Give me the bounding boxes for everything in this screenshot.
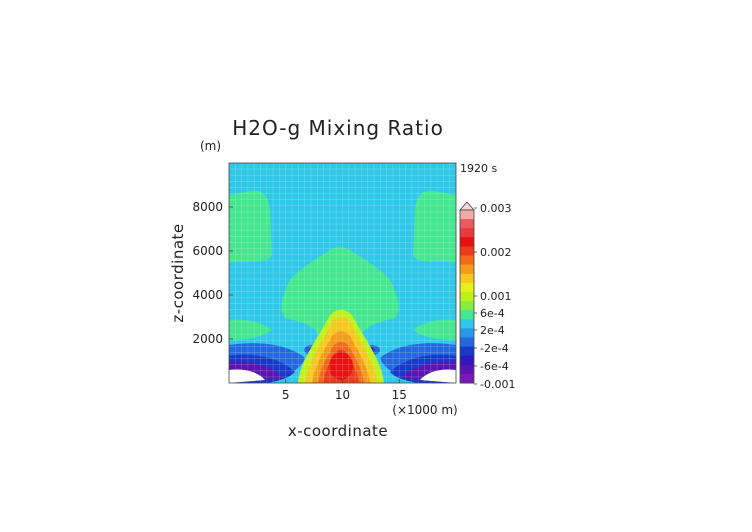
- colorbar-swatch: [460, 373, 474, 384]
- grid: [229, 163, 456, 383]
- colorbar-label: 6e-4: [480, 307, 505, 320]
- y-unit-label: (m): [200, 139, 221, 153]
- colorbar-label: 0.001: [480, 290, 512, 303]
- colorbar-swatch: [460, 310, 474, 320]
- colorbar-label: -0.001: [480, 378, 515, 391]
- colorbar-swatch: [460, 255, 474, 266]
- green-lobe-left: [229, 190, 272, 262]
- colorbar-swatch: [460, 246, 474, 257]
- y-tick-label: 6000: [192, 244, 223, 258]
- colorbar-label: -2e-4: [480, 342, 509, 355]
- colorbar-swatch: [460, 328, 474, 338]
- colorbar-swatch: [460, 355, 474, 366]
- white-core-left: [229, 369, 265, 383]
- time-label: 1920 s: [460, 162, 497, 175]
- colorbar-swatch: [460, 346, 474, 357]
- colorbar-label: 2e-4: [480, 324, 505, 337]
- core-red: [329, 352, 353, 380]
- x-tick-label: 10: [335, 388, 350, 402]
- x-axis: 5 10 15: [282, 379, 407, 402]
- y-tick-label: 8000: [192, 200, 223, 214]
- plot-area: [229, 163, 456, 383]
- colorbar-swatch: [460, 210, 474, 220]
- colorbar-label: 0.003: [480, 202, 512, 215]
- green-plume: [281, 247, 399, 340]
- colorbar-swatch: [460, 264, 474, 275]
- x-axis-title: x-coordinate: [288, 422, 388, 440]
- green-lobe-right: [413, 190, 456, 262]
- green-band-left: [229, 319, 272, 340]
- y-tick-label: 2000: [192, 332, 223, 346]
- y-tick-label: 4000: [192, 288, 223, 302]
- colorbar-frame: [459, 209, 475, 384]
- x-unit-label: (×1000 m): [392, 403, 457, 417]
- colorbar-swatch: [460, 319, 474, 329]
- colorbar-swatch: [460, 228, 474, 238]
- colorbar-swatch: [460, 273, 474, 284]
- x-tick-label: 5: [282, 388, 290, 402]
- colorbar-label: -6e-4: [480, 360, 509, 373]
- colorbar: 0.003 0.002 0.001 6e-4 2e-4 -2e-4 -6e-4 -0.001: [459, 201, 515, 391]
- green-band-right: [413, 319, 456, 340]
- x-tick-label: 15: [392, 388, 407, 402]
- colorbar-swatch: [460, 237, 474, 247]
- y-axis-title: z-coordinate: [169, 223, 187, 322]
- y-axis: 2000 4000 6000 8000: [192, 200, 233, 346]
- colorbar-swatch: [460, 364, 474, 375]
- colorbar-swatch: [460, 282, 474, 293]
- chart-title: H2O-g Mixing Ratio: [232, 116, 444, 140]
- white-core-right: [420, 369, 456, 383]
- colorbar-swatch: [460, 291, 474, 302]
- colorbar-swatch: [460, 219, 474, 229]
- colorbar-extend-arrow: [459, 201, 475, 211]
- colorbar-label: 0.002: [480, 246, 512, 259]
- colorbar-swatch: [460, 301, 474, 311]
- colorbar-swatch: [460, 337, 474, 348]
